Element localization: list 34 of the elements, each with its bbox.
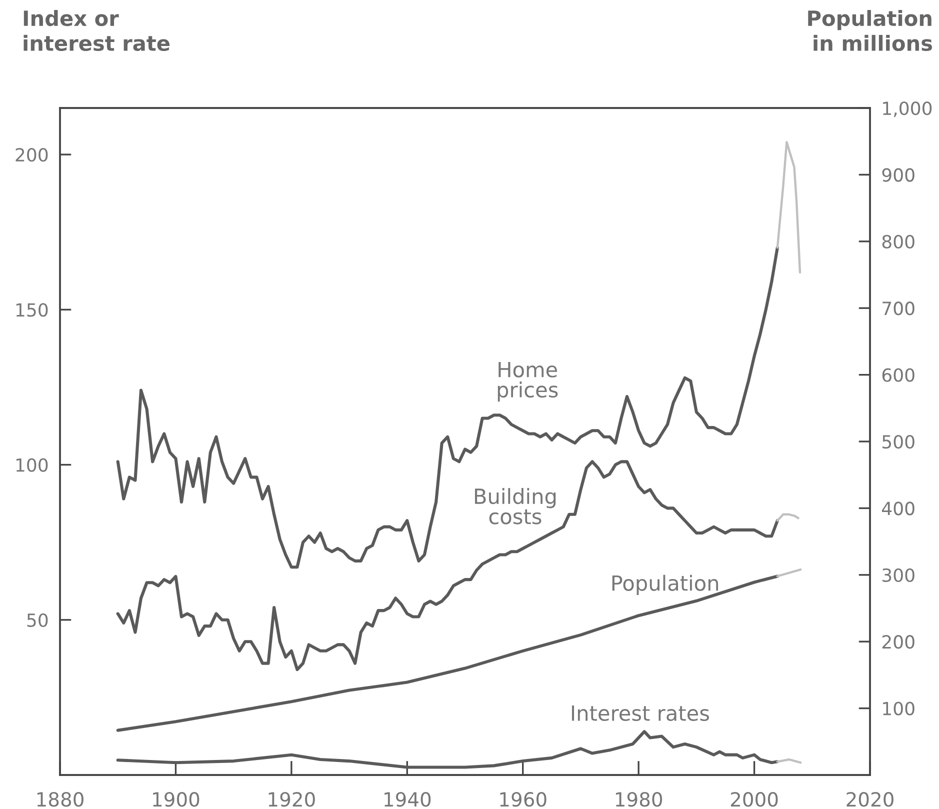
line-series <box>116 730 779 769</box>
y2-axis-title: Population in millions <box>808 10 932 52</box>
x-tick-label: 1940 <box>384 792 431 807</box>
line-series <box>116 574 779 732</box>
y2-tick-label: 100 <box>883 702 914 716</box>
x-tick-label: 1920 <box>268 792 315 807</box>
x-tick-label: 2020 <box>846 792 894 807</box>
y-tick-label: 150 <box>16 303 48 317</box>
x-tick-label: 1980 <box>616 792 662 807</box>
y2-tick-label: 800 <box>882 234 914 249</box>
x-tick-label: 1900 <box>153 792 200 807</box>
x-tick-label: 2000 <box>730 792 778 807</box>
series-label: Interest rates <box>572 706 709 722</box>
line-series <box>116 460 779 672</box>
y2-tick-label: 500 <box>882 434 914 449</box>
y2-tick-label: 200 <box>882 635 914 649</box>
line-series <box>776 513 800 522</box>
y-tick-label: 200 <box>16 148 48 162</box>
y2-tick-label: 400 <box>882 502 914 516</box>
y-tick-label: 50 <box>27 613 48 627</box>
series-label: Building costs <box>475 488 556 524</box>
y2-tick-label: 300 <box>882 568 914 582</box>
y-tick-label: 100 <box>16 458 48 472</box>
y2-tick-label: 900 <box>882 168 914 182</box>
line-series <box>776 141 802 274</box>
x-tick-label: 1880 <box>37 792 84 807</box>
y2-tick-label: 600 <box>882 368 914 382</box>
series-label: Home prices <box>498 362 558 402</box>
y2-tick-label: 700 <box>882 302 914 316</box>
series-label: Population <box>612 574 718 595</box>
x-tick-label: 1960 <box>500 792 546 807</box>
line-series <box>116 246 779 569</box>
y2-tick-label: 1,000 <box>883 101 932 117</box>
y-axis-title: Index or interest rate <box>24 10 170 52</box>
